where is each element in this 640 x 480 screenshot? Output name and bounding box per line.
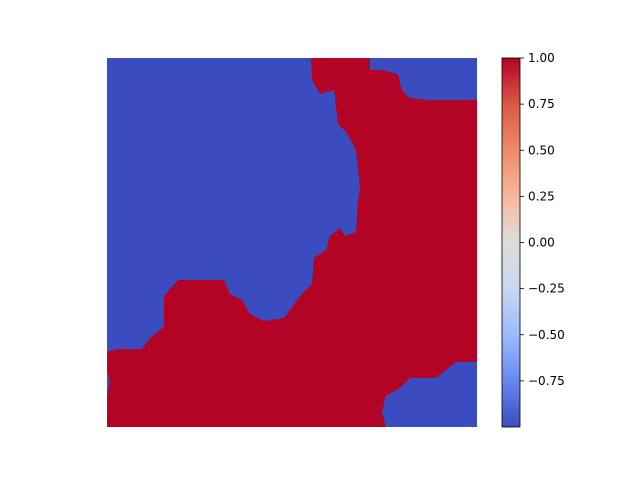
heatmap-region-negative-top-right [370,58,477,100]
colorbar-tick-label: −0.50 [528,328,565,342]
colorbar-ticks: 1.00 0.75 0.50 0.25 0.00 −0.25 −0.50 −0.75 [520,51,565,388]
colorbar-tick-label: 0.00 [528,236,555,250]
colorbar-gradient [502,58,520,427]
colorbar-tick-label: 0.75 [528,97,555,111]
colorbar-tick-label: 1.00 [528,51,555,65]
colorbar-tick-label: −0.25 [528,282,565,296]
colorbar-tick-label: 0.50 [528,143,555,157]
heatmap [107,58,477,427]
colorbar-tick-label: 0.25 [528,189,555,203]
colorbar: 1.00 0.75 0.50 0.25 0.00 −0.25 −0.50 −0.75 [501,51,565,428]
heatmap-region-negative-bottom-right [382,362,477,427]
heatmap-region-positive [107,58,477,427]
colorbar-tick-label: −0.75 [528,374,565,388]
